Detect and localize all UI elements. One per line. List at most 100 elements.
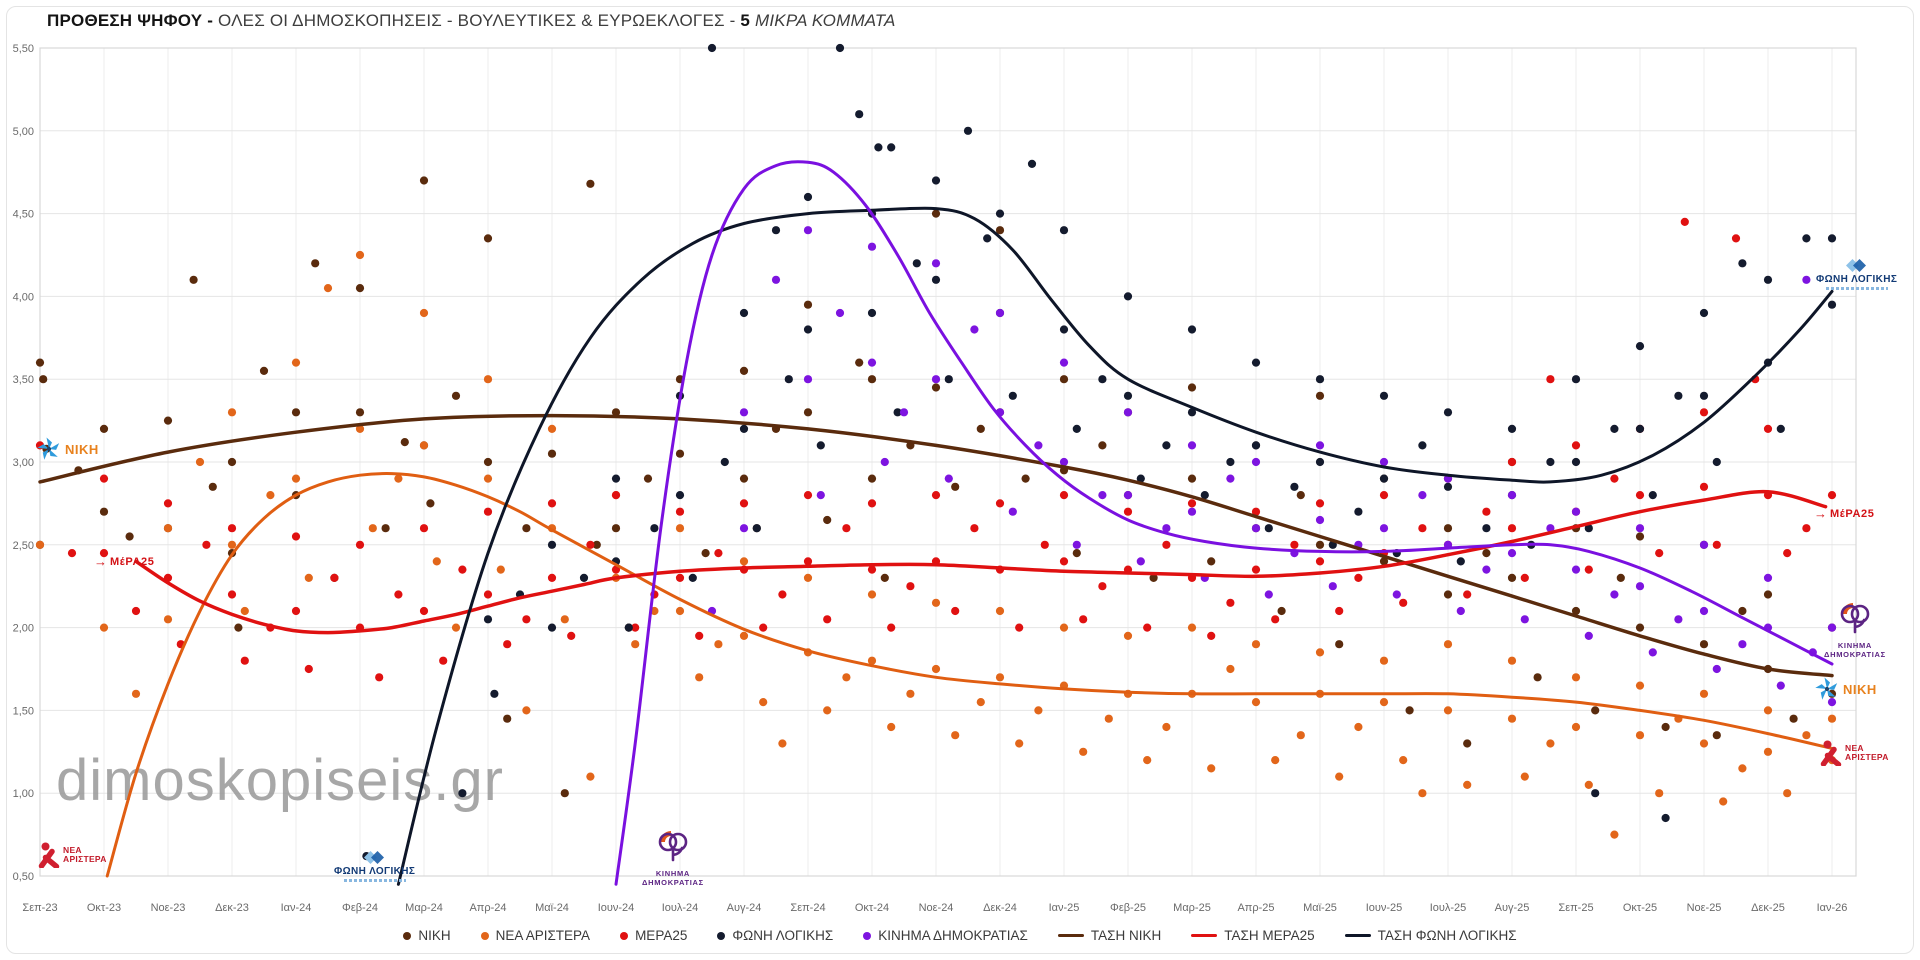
nea-logo bbox=[38, 842, 60, 868]
data-point bbox=[1315, 648, 1325, 657]
annotation-text: ΦΩΝΗ ΛΟΓΙΚΗΣ bbox=[334, 866, 416, 877]
data-point bbox=[1059, 457, 1069, 467]
data-point bbox=[1207, 557, 1216, 566]
data-point bbox=[611, 565, 621, 574]
data-point bbox=[1507, 424, 1517, 433]
x-tick-label: Ιουλ-25 bbox=[1430, 902, 1467, 914]
data-point bbox=[1635, 623, 1645, 632]
data-point bbox=[375, 673, 384, 682]
data-point bbox=[931, 598, 941, 607]
data-point bbox=[1315, 499, 1325, 508]
data-point bbox=[739, 408, 749, 417]
data-point bbox=[1328, 582, 1337, 591]
data-point bbox=[291, 606, 301, 616]
data-point bbox=[1507, 524, 1517, 533]
data-point bbox=[579, 573, 589, 583]
data-point bbox=[739, 524, 749, 533]
y-tick-label: 5,00 bbox=[13, 126, 34, 138]
kinima-dimokratias-icon bbox=[1840, 603, 1870, 634]
data-point bbox=[1674, 615, 1683, 624]
data-point bbox=[675, 507, 685, 516]
data-point bbox=[823, 706, 832, 715]
data-point bbox=[522, 615, 531, 624]
data-point bbox=[1008, 507, 1017, 516]
data-point bbox=[1827, 698, 1837, 707]
data-point bbox=[823, 615, 832, 624]
data-point bbox=[759, 623, 768, 632]
data-point bbox=[1482, 524, 1491, 533]
legend-label: ΤΑΣΗ ΝΙΚΗ bbox=[1090, 928, 1162, 943]
data-point bbox=[99, 424, 109, 433]
data-point bbox=[931, 491, 941, 500]
data-point bbox=[688, 573, 697, 583]
data-point bbox=[560, 615, 569, 624]
data-point bbox=[483, 474, 493, 483]
legend-item-2: ΜΕΡΑ25 bbox=[620, 928, 687, 943]
data-point bbox=[624, 623, 633, 632]
data-point bbox=[1123, 491, 1133, 500]
data-point bbox=[1571, 457, 1581, 467]
data-point bbox=[1635, 491, 1645, 500]
x-tick-label: Οκτ-25 bbox=[1623, 902, 1657, 914]
data-point bbox=[227, 590, 237, 599]
data-point bbox=[1763, 706, 1773, 715]
data-point bbox=[1699, 482, 1709, 491]
data-point bbox=[311, 259, 320, 268]
data-point bbox=[835, 308, 845, 318]
nikh-logo bbox=[1814, 676, 1840, 702]
x-tick-label: Νοε-23 bbox=[151, 902, 186, 914]
x-tick-label: Απρ-24 bbox=[469, 902, 506, 914]
data-point bbox=[1655, 549, 1664, 558]
data-point bbox=[99, 474, 109, 483]
data-point bbox=[1379, 698, 1389, 707]
nea-aristera-right-label: ΝΕΑ ΑΡΙΣΤΕΡΑ bbox=[1820, 740, 1889, 766]
data-point bbox=[1584, 524, 1593, 533]
data-point bbox=[439, 656, 448, 665]
data-point bbox=[1463, 590, 1472, 599]
data-point bbox=[1264, 590, 1273, 599]
data-point bbox=[35, 358, 45, 367]
data-point bbox=[355, 408, 365, 417]
data-point bbox=[323, 284, 333, 293]
data-point bbox=[803, 491, 813, 500]
data-point bbox=[912, 259, 921, 268]
data-point bbox=[701, 549, 710, 558]
data-point bbox=[304, 573, 313, 583]
data-point bbox=[611, 474, 621, 483]
data-point bbox=[1571, 565, 1581, 574]
data-point bbox=[547, 623, 557, 632]
data-point bbox=[202, 540, 211, 549]
x-tick-label: Νοε-24 bbox=[919, 902, 954, 914]
legend-label: ΜΕΡΑ25 bbox=[635, 928, 688, 943]
data-point bbox=[1699, 689, 1709, 698]
data-point bbox=[1059, 226, 1069, 235]
y-tick-label: 3,00 bbox=[13, 457, 34, 469]
data-point bbox=[1315, 441, 1325, 450]
data-point bbox=[1546, 524, 1555, 533]
data-point bbox=[400, 438, 409, 447]
data-point bbox=[1571, 722, 1581, 732]
data-point bbox=[1251, 358, 1261, 367]
data-point bbox=[1354, 507, 1363, 516]
data-point bbox=[1699, 308, 1709, 318]
data-point bbox=[759, 698, 768, 707]
data-point bbox=[1443, 524, 1453, 533]
data-point bbox=[803, 300, 813, 309]
data-point bbox=[208, 482, 217, 491]
nikh-pinwheel-icon bbox=[1815, 677, 1838, 700]
data-point bbox=[855, 110, 864, 119]
legend-line-marker bbox=[1057, 933, 1084, 938]
data-point bbox=[394, 590, 403, 599]
data-point bbox=[1738, 640, 1747, 649]
annotation-text: ΑΡΙΣΤΕΡΑ bbox=[1845, 752, 1889, 762]
data-point bbox=[1123, 631, 1133, 641]
data-point bbox=[1335, 772, 1344, 781]
data-point bbox=[1763, 747, 1773, 756]
data-point bbox=[1251, 565, 1261, 574]
data-point bbox=[1719, 797, 1728, 806]
data-point bbox=[163, 499, 173, 508]
data-point bbox=[1187, 474, 1197, 483]
data-point bbox=[1290, 482, 1299, 491]
data-point bbox=[586, 772, 595, 781]
